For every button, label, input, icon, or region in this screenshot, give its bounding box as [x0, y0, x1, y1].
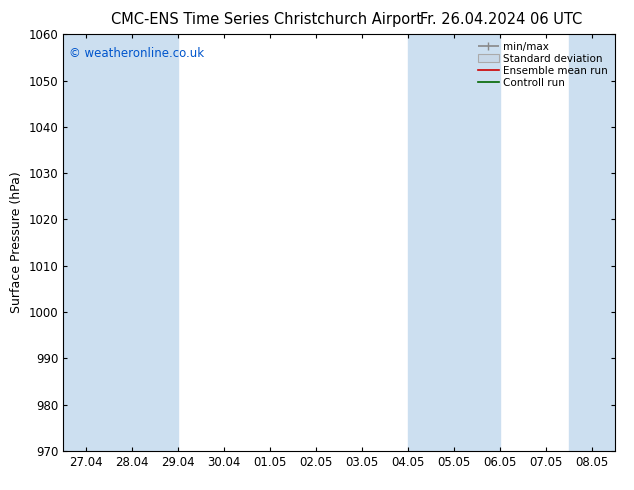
Y-axis label: Surface Pressure (hPa): Surface Pressure (hPa) [10, 172, 23, 314]
Text: CMC-ENS Time Series Christchurch Airport: CMC-ENS Time Series Christchurch Airport [111, 12, 422, 27]
Bar [569, 34, 615, 451]
Legend: min/max, Standard deviation, Ensemble mean run, Controll run: min/max, Standard deviation, Ensemble me… [476, 40, 610, 90]
Bar [408, 34, 500, 451]
Text: © weatheronline.co.uk: © weatheronline.co.uk [69, 47, 204, 60]
Bar [63, 34, 178, 451]
Text: Fr. 26.04.2024 06 UTC: Fr. 26.04.2024 06 UTC [420, 12, 582, 27]
